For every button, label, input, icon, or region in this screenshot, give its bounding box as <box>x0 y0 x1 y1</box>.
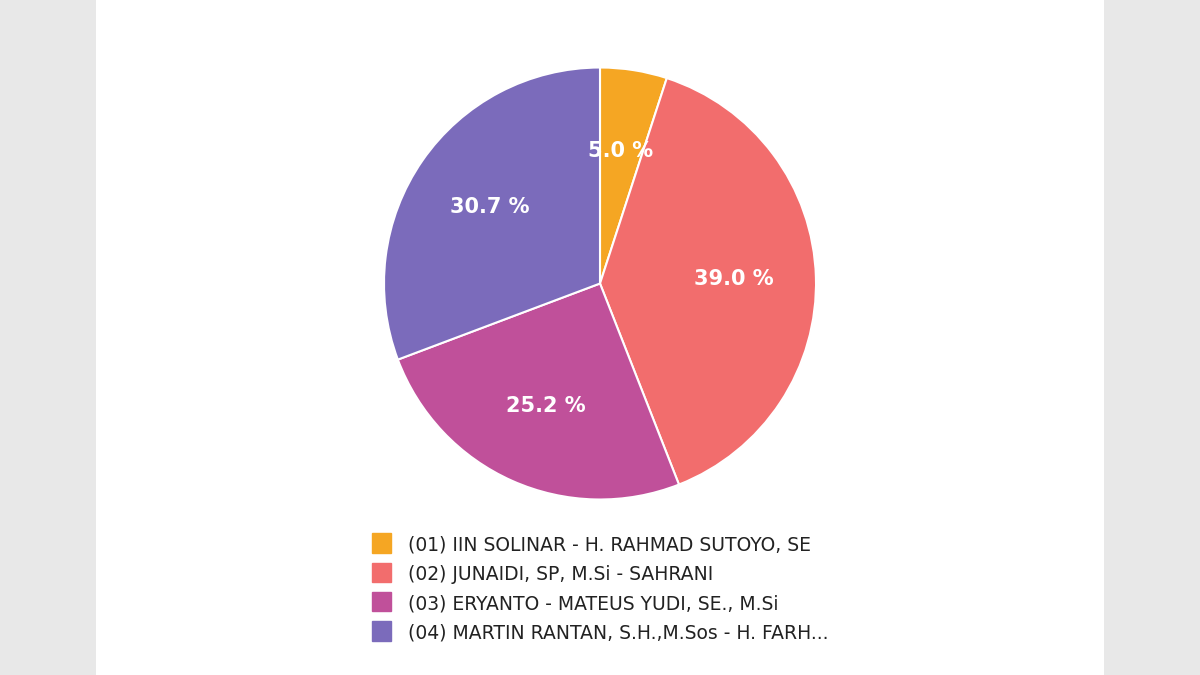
Legend: (01) IIN SOLINAR - H. RAHMAD SUTOYO, SE, (02) JUNAIDI, SP, M.Si - SAHRANI, (03) : (01) IIN SOLINAR - H. RAHMAD SUTOYO, SE,… <box>362 526 838 652</box>
Text: 30.7 %: 30.7 % <box>450 197 529 217</box>
Wedge shape <box>600 78 816 485</box>
Text: 39.0 %: 39.0 % <box>694 269 774 290</box>
Wedge shape <box>600 68 667 284</box>
Text: 25.2 %: 25.2 % <box>505 396 586 416</box>
Text: 5.0 %: 5.0 % <box>588 141 654 161</box>
Wedge shape <box>384 68 600 360</box>
Wedge shape <box>398 284 679 500</box>
